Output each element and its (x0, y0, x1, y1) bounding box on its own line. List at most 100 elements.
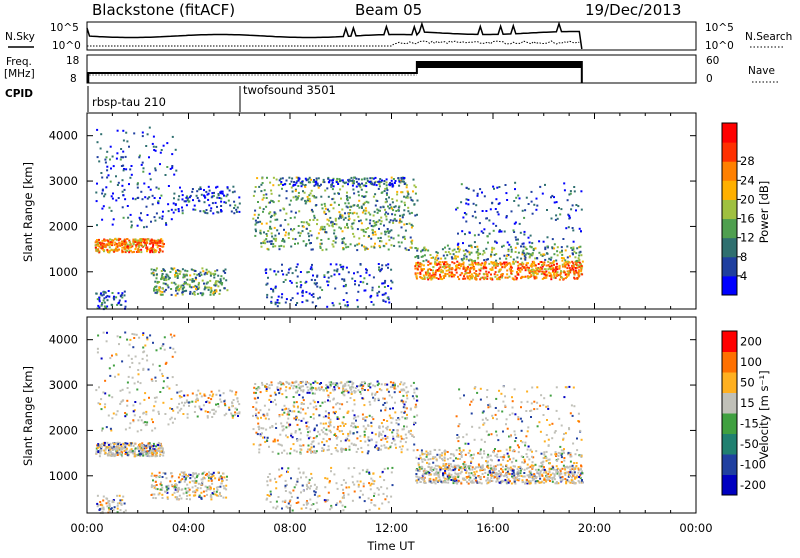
heatmap-cell (344, 202, 346, 204)
heatmap-cell (463, 478, 465, 480)
heatmap-cell (171, 294, 173, 296)
heatmap-cell (311, 268, 313, 270)
heatmap-cell (564, 469, 566, 471)
heatmap-cell (266, 177, 268, 179)
heatmap-cell (317, 297, 319, 299)
heatmap-cell (159, 249, 161, 251)
heatmap-cell (178, 199, 180, 201)
heatmap-cell (192, 199, 194, 201)
heatmap-cell (320, 239, 322, 241)
heatmap-cell (138, 450, 140, 452)
heatmap-cell (366, 178, 368, 180)
heatmap-cell (401, 448, 403, 450)
heatmap-cell (178, 210, 180, 212)
heatmap-cell (333, 185, 335, 187)
heatmap-cell (568, 218, 570, 220)
heatmap-cell (336, 270, 338, 272)
heatmap-cell (371, 432, 373, 434)
heatmap-cell (384, 402, 386, 404)
heatmap-cell (256, 222, 258, 224)
heatmap-cell (434, 474, 436, 476)
heatmap-cell (233, 207, 235, 209)
heatmap-cell (278, 233, 280, 235)
heatmap-cell (561, 250, 563, 252)
heatmap-cell (473, 454, 475, 456)
heatmap-cell (318, 443, 320, 445)
heatmap-cell (263, 194, 265, 196)
heatmap-cell (371, 425, 373, 427)
heatmap-cell (409, 223, 411, 225)
heatmap-cell (543, 254, 545, 256)
heatmap-cell (140, 429, 142, 431)
heatmap-cell (447, 245, 449, 247)
heatmap-cell (269, 228, 271, 230)
heatmap-cell (567, 256, 569, 258)
heatmap-cell (346, 206, 348, 208)
heatmap-cell (140, 212, 142, 214)
heatmap-cell (127, 454, 129, 456)
heatmap-cell (361, 244, 363, 246)
heatmap-cell (377, 448, 379, 450)
heatmap-cell (473, 203, 475, 205)
heatmap-cell (267, 437, 269, 439)
heatmap-cell (569, 469, 571, 471)
heatmap-cell (456, 261, 458, 263)
heatmap-cell (296, 302, 298, 304)
heatmap-cell (238, 211, 240, 213)
heatmap-cell (416, 250, 418, 252)
heatmap-cell (483, 267, 485, 269)
heatmap-cell (393, 237, 395, 239)
heatmap-cell (439, 454, 441, 456)
power-colorbar-label: Power [dB] (757, 181, 771, 244)
heatmap-cell (381, 422, 383, 424)
heatmap-cell (328, 181, 330, 183)
heatmap-cell (562, 478, 564, 480)
heatmap-cell (449, 457, 451, 459)
heatmap-cell (362, 212, 364, 214)
heatmap-cell (572, 248, 574, 250)
heatmap-cell (264, 189, 266, 191)
heatmap-cell (406, 184, 408, 186)
heatmap-cell (128, 355, 130, 357)
heatmap-cell (313, 219, 315, 221)
heatmap-cell (278, 195, 280, 197)
heatmap-cell (141, 219, 143, 221)
heatmap-cell (413, 179, 415, 181)
heatmap-cell (427, 269, 429, 271)
heatmap-cell (521, 461, 523, 463)
heatmap-cell (112, 198, 114, 200)
heatmap-cell (484, 195, 486, 197)
heatmap-cell (471, 275, 473, 277)
heatmap-cell (316, 178, 318, 180)
heatmap-cell (582, 261, 584, 263)
heatmap-cell (401, 178, 403, 180)
heatmap-cell (206, 212, 208, 214)
heatmap-cell (503, 475, 505, 477)
heatmap-cell (173, 193, 175, 195)
heatmap-cell (576, 449, 578, 451)
heatmap-cell (463, 262, 465, 264)
heatmap-cell (126, 448, 128, 450)
heatmap-cell (275, 404, 277, 406)
heatmap-cell (97, 248, 99, 250)
heatmap-cell (345, 246, 347, 248)
heatmap-cell (581, 480, 583, 482)
heatmap-cell (365, 272, 367, 274)
heatmap-cell (391, 431, 393, 433)
heatmap-cell (186, 274, 188, 276)
heatmap-cell (319, 405, 321, 407)
heatmap-cell (365, 231, 367, 233)
heatmap-cell (306, 228, 308, 230)
heatmap-cell (193, 273, 195, 275)
heatmap-cell (464, 278, 466, 280)
heatmap-cell (494, 241, 496, 243)
heatmap-cell (131, 358, 133, 360)
heatmap-cell (466, 269, 468, 271)
heatmap-cell (339, 264, 341, 266)
heatmap-cell (392, 209, 394, 211)
heatmap-cell (300, 432, 302, 434)
heatmap-cell (173, 202, 175, 204)
heatmap-cell (381, 220, 383, 222)
heatmap-cell (367, 452, 369, 454)
heatmap-cell (112, 453, 114, 455)
